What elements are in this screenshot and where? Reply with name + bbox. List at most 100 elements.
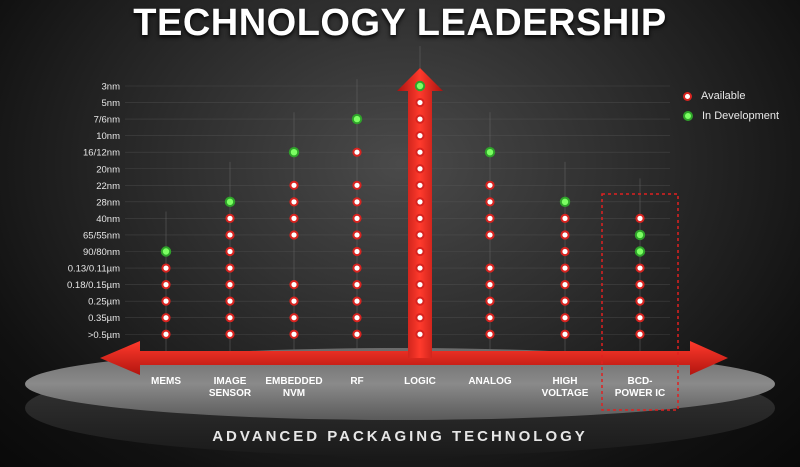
available-dot [485, 263, 495, 273]
development-dot [484, 147, 496, 158]
available-dot [560, 213, 570, 223]
available-dot [289, 230, 299, 240]
available-dot [225, 296, 235, 306]
node-label: 20nm [96, 164, 120, 175]
packaging-label: ADVANCED PACKAGING TECHNOLOGY [212, 428, 588, 445]
development-dot [559, 196, 571, 208]
available-dot [560, 329, 570, 339]
category-label: MEMS [151, 376, 181, 387]
available-dot [560, 263, 570, 273]
available-dot [225, 329, 235, 339]
available-dot [225, 263, 235, 273]
available-dot [352, 180, 362, 190]
node-label: 16/12nm [83, 148, 120, 159]
category-label: EMBEDDED [265, 376, 322, 387]
available-dot [352, 313, 362, 323]
available-dot [289, 280, 299, 290]
available-dot [352, 329, 362, 339]
category-label: SENSOR [209, 388, 252, 399]
development-dot-icon [683, 111, 693, 121]
available-dot [225, 313, 235, 323]
available-dot [289, 197, 299, 207]
category-label: NVM [283, 388, 305, 399]
platform-top [25, 348, 775, 420]
development-dot [160, 246, 172, 257]
available-dot [485, 280, 495, 290]
available-dot [352, 147, 362, 157]
available-dot [485, 180, 495, 190]
available-dot [415, 114, 425, 124]
bcd-power-ic-highlight [601, 193, 679, 411]
category-label: RF [350, 376, 363, 387]
available-dot [635, 280, 645, 290]
available-dot [289, 313, 299, 323]
available-dot [352, 280, 362, 290]
available-dot [161, 280, 171, 290]
available-dot [415, 131, 425, 141]
available-dot [225, 246, 235, 257]
node-label: 40nm [96, 214, 120, 225]
available-dot [289, 329, 299, 339]
legend-item-development: In Development [683, 106, 779, 126]
available-dot [635, 313, 645, 323]
node-label: 0.18/0.15µm [67, 280, 120, 291]
legend-label: In Development [702, 110, 780, 122]
available-dot [485, 296, 495, 306]
available-dot [485, 213, 495, 223]
category-label: LOGIC [404, 376, 436, 387]
development-dot [288, 147, 300, 158]
available-dot [352, 197, 362, 207]
available-dot [352, 246, 362, 257]
development-dot [224, 196, 236, 208]
available-dot [485, 230, 495, 240]
node-label: >0.5µm [88, 330, 120, 341]
node-label: 28nm [96, 197, 120, 208]
available-dot [352, 263, 362, 273]
development-dot [634, 246, 646, 257]
node-label: 10nm [96, 131, 120, 142]
available-dot [352, 296, 362, 306]
available-dot [415, 329, 425, 339]
available-dot [485, 197, 495, 207]
page-title: TECHNOLOGY LEADERSHIP [133, 2, 667, 44]
vertical-arrow [397, 68, 443, 358]
available-dot [415, 97, 425, 108]
legend: Available In Development [683, 86, 779, 126]
available-dot [289, 213, 299, 223]
available-dot-icon [683, 91, 692, 101]
category-label: VOLTAGE [542, 388, 589, 399]
node-label: 0.13/0.11µm [68, 264, 120, 275]
available-dot [289, 180, 299, 190]
node-label: 5nm [102, 98, 121, 109]
category-label: ANALOG [468, 376, 512, 387]
node-label: 22nm [96, 181, 120, 192]
development-dot [414, 80, 426, 92]
available-dot [635, 213, 645, 223]
development-dot [351, 113, 363, 125]
available-dot [289, 296, 299, 306]
available-dot [635, 263, 645, 273]
available-dot [415, 313, 425, 323]
legend-item-available: Available [683, 86, 779, 106]
available-dot [415, 180, 425, 190]
available-dot [352, 213, 362, 223]
available-dot [415, 296, 425, 306]
node-label: 7/6nm [94, 115, 120, 126]
node-label: 3nm [102, 82, 121, 93]
available-dot [560, 313, 570, 323]
available-dot [415, 147, 425, 157]
available-dot [225, 280, 235, 290]
category-label: HIGH [553, 376, 578, 387]
available-dot [635, 329, 645, 339]
available-dot [225, 213, 235, 223]
available-dot [415, 246, 425, 257]
available-dot [161, 263, 171, 273]
available-dot [415, 230, 425, 240]
available-dot [485, 313, 495, 323]
development-dot [634, 229, 646, 241]
available-dot [161, 329, 171, 339]
available-dot [415, 164, 425, 174]
available-dot [415, 263, 425, 273]
node-label: 0.25µm [88, 297, 120, 308]
